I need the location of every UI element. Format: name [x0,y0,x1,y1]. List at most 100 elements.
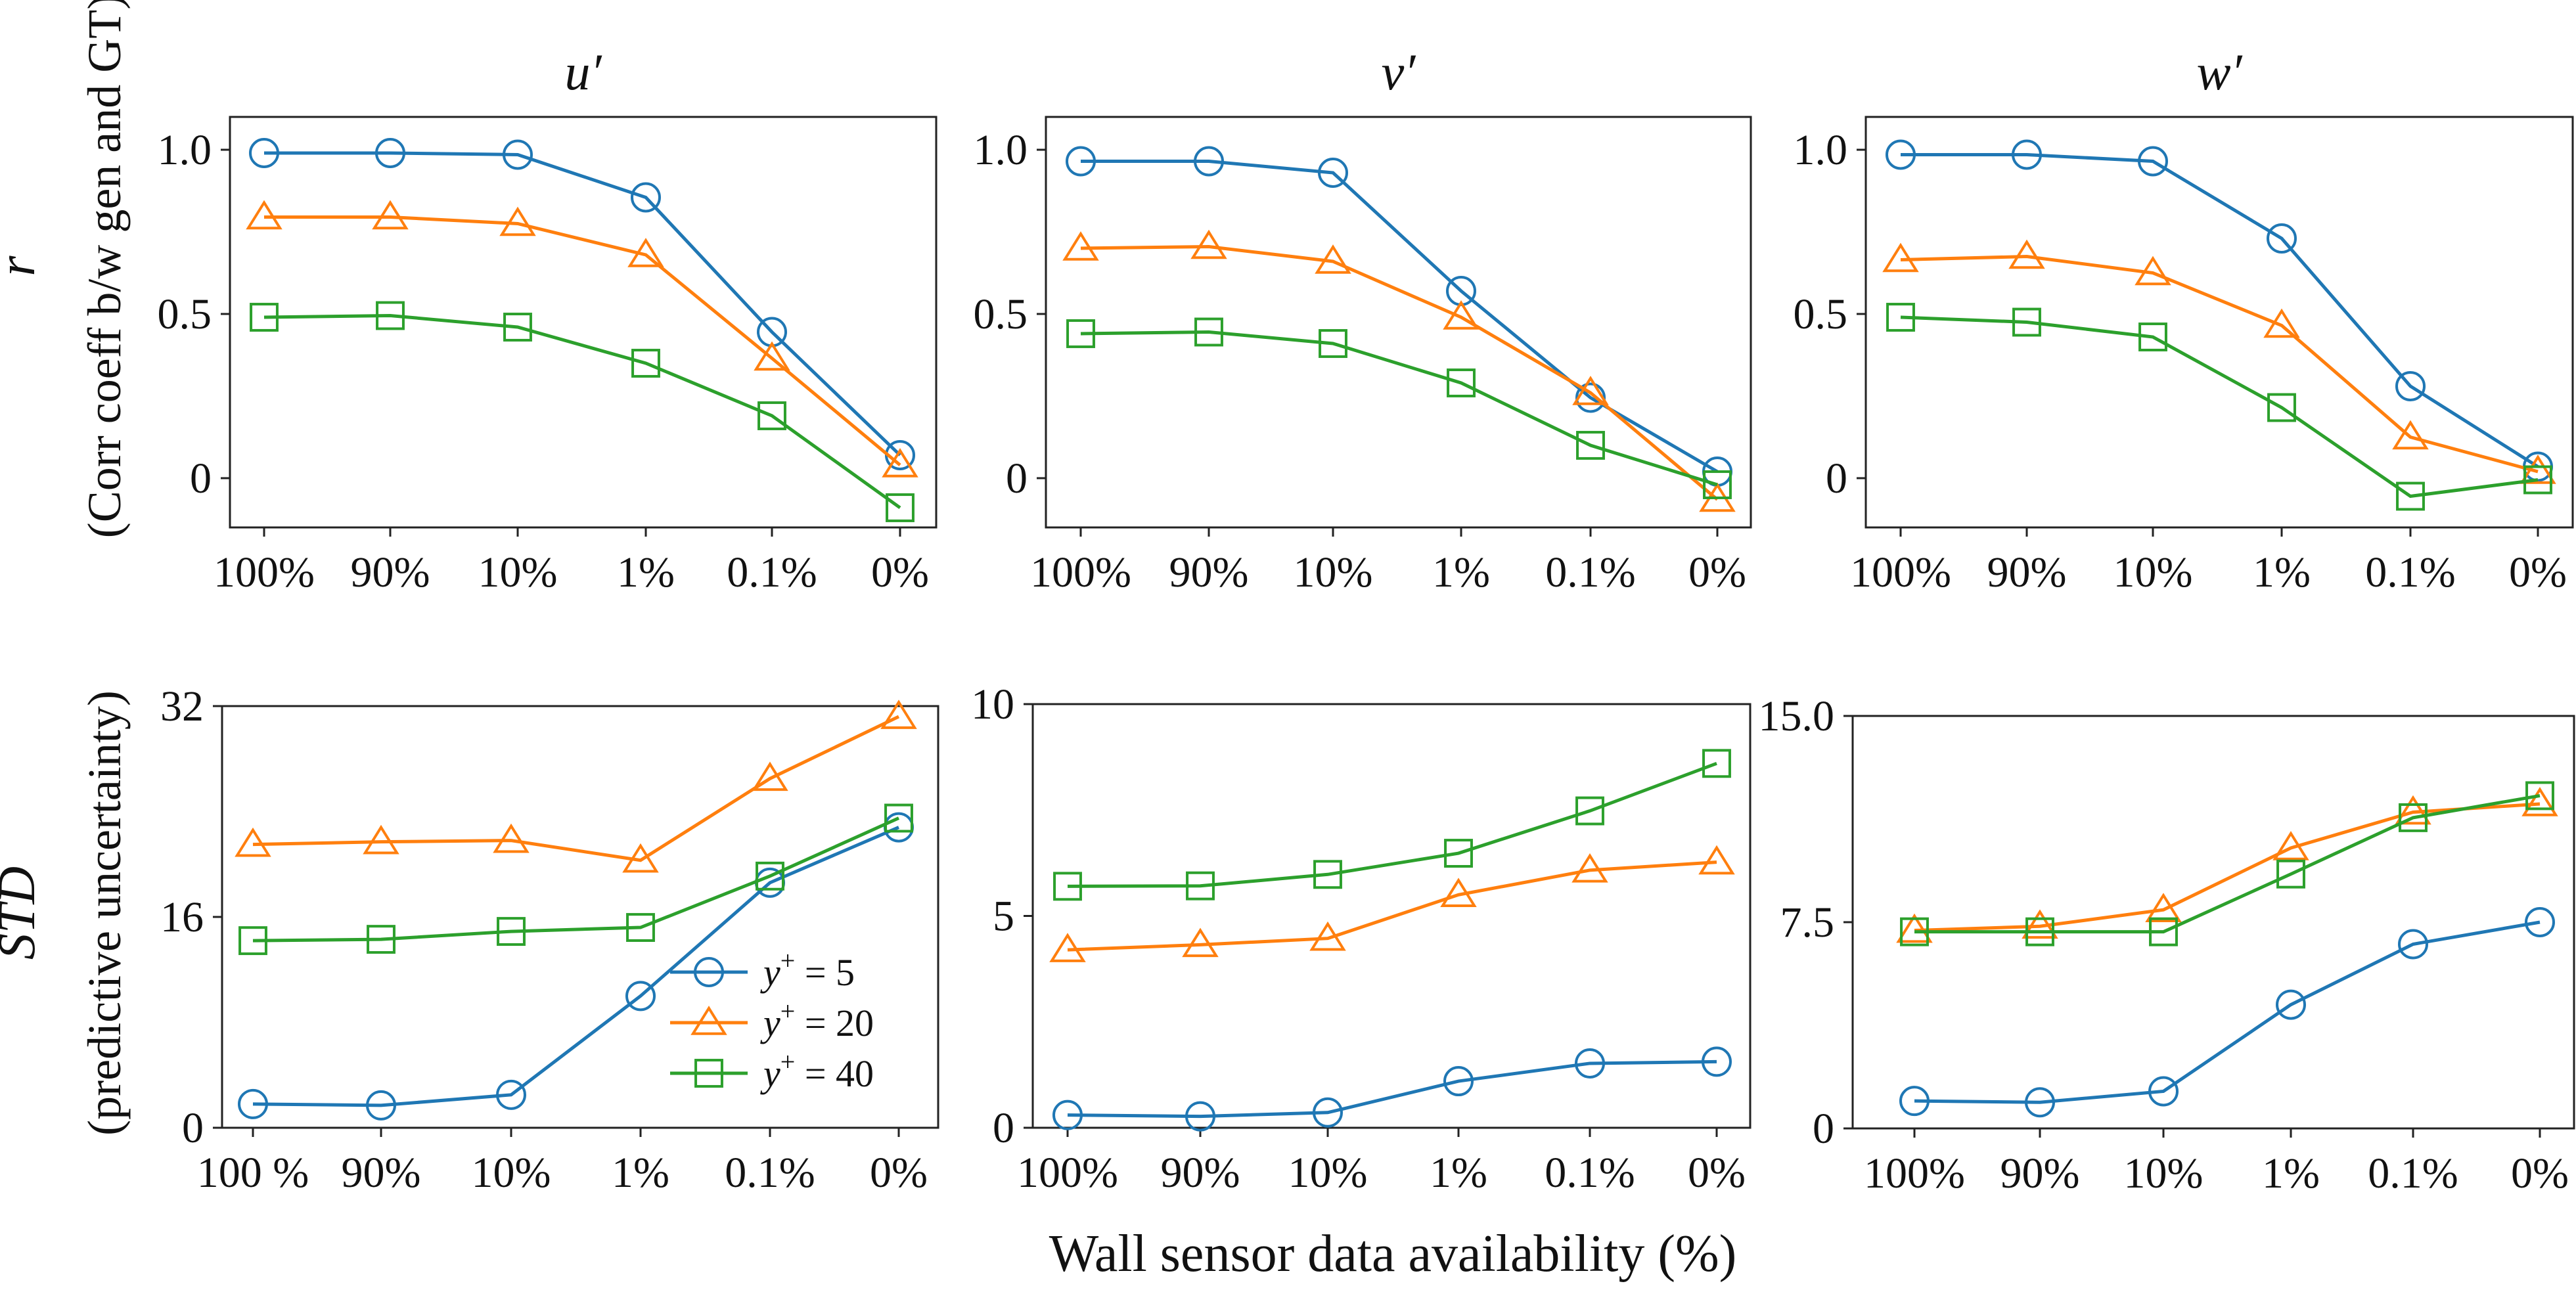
series-line [1080,330,1718,487]
data-point [1185,1101,1215,1132]
x-tick-label: 100% [1030,548,1131,596]
legend-marker [690,1006,727,1035]
x-tick-label: 100% [1864,1149,1965,1197]
series-3 [250,301,915,522]
x-tick-label: 10% [1288,1149,1368,1197]
panel-r-u: u′ 0 0.5 1.0 100% 90% 10% 1% 0.1% 0% [158,43,938,596]
series-2 [1049,845,1735,962]
data-point [2272,831,2309,860]
x-tick-label: 1% [2262,1149,2320,1197]
data-point [1447,368,1476,397]
data-point [1444,839,1473,868]
series-2 [1896,787,2558,943]
series-line [1914,793,2541,934]
legend-label: y+ = 40 [760,1047,874,1095]
data-point [1886,303,1915,332]
data-point [2138,322,2167,351]
data-point [503,139,533,170]
y-tick-label: 16 [160,893,204,941]
data-point [756,861,784,891]
data-point [1575,382,1606,413]
y-tick-label: 1.0 [1794,126,1848,174]
series-line [1080,244,1719,501]
data-point [2276,859,2305,889]
series-1 [1899,907,2555,1118]
row-label-top-description: (Corr coeff b/w gen and GT) [78,0,131,538]
data-point [246,200,282,230]
series-line [1901,153,2539,468]
panel-r-v: v′ 0 0.5 1.0 100% 90% 10% 1% 0.1% 0% [974,43,1752,596]
panel-frame [1864,116,2574,529]
x-tick-label: 0% [2509,548,2567,596]
data-point [1443,1066,1474,1097]
x-tick-label: 0.1% [2365,548,2455,596]
legend: y+ = 5y+ = 20y+ = 40 [670,946,874,1095]
data-point [2025,917,2054,946]
data-point [1698,845,1735,875]
data-point [2396,481,2425,511]
x-tick-label: 10% [478,548,558,596]
data-point [1571,853,1608,883]
series-1 [1066,146,1732,487]
y-tick-label: 15.0 [1759,692,1835,740]
data-point [2398,929,2428,960]
data-point [1882,242,1919,273]
data-point [2521,787,2558,816]
y-tick-label: 1.0 [974,126,1028,174]
series-3 [238,803,913,956]
data-point [1309,921,1346,951]
data-point [626,913,655,942]
data-point [631,182,661,213]
x-tick-label: 0.1% [2368,1149,2458,1197]
x-tick-label: 0.1% [1545,548,1635,596]
panel-std-w: 0 7.5 15.0 100% 90% 10% 1% 0.1% 0% [1759,692,2575,1197]
series-2 [246,200,918,478]
series-3 [1066,317,1732,499]
data-point [1318,158,1348,188]
data-point [882,448,918,478]
data-point [1066,146,1096,177]
legend-label: y+ = 20 [760,996,874,1044]
data-point [1066,319,1095,348]
data-point [376,301,405,330]
x-tick-label: 0.1% [727,548,817,596]
data-point [1182,927,1219,958]
series-1 [249,138,915,470]
data-point [1052,1100,1083,1130]
data-point [1572,376,1609,405]
x-tick-label: 90% [351,548,430,596]
data-point [1443,300,1480,330]
y-tick-label: 0 [182,1104,204,1152]
x-tick-label: 0.1% [725,1149,815,1197]
data-point [2267,393,2296,422]
y-tick-label: 0.5 [1794,290,1848,338]
data-point [363,824,399,855]
legend-entry: y+ = 5 [670,946,855,994]
row-label-top: r (Corr coeff b/w gen and GT) [0,0,131,538]
data-point [1186,871,1215,901]
series-1 [1886,139,2553,482]
x-tick-label: 100% [214,548,315,596]
data-point [1049,933,1086,962]
data-point [1062,231,1099,261]
data-point [2399,803,2428,832]
data-point [1575,796,1604,826]
data-point [2395,795,2431,825]
x-tick-label: 0% [1688,1149,1746,1197]
row-label-bottom-description: (predictive uncertainty) [78,690,131,1136]
data-point [2008,239,2045,269]
x-tick-label: 90% [1169,548,1249,596]
data-point [375,138,405,168]
x-tick-label: 100% [1017,1149,1118,1197]
series-3 [1053,749,1731,901]
data-point [1575,1048,1605,1079]
y-tick-label: 0 [1826,455,1847,502]
series-line [252,816,900,943]
data-point [235,827,271,857]
series-line [1081,160,1719,474]
data-point [499,206,536,236]
series-2 [1882,239,2556,484]
y-tick-label: 7.5 [1780,899,1835,946]
data-point [754,341,790,371]
